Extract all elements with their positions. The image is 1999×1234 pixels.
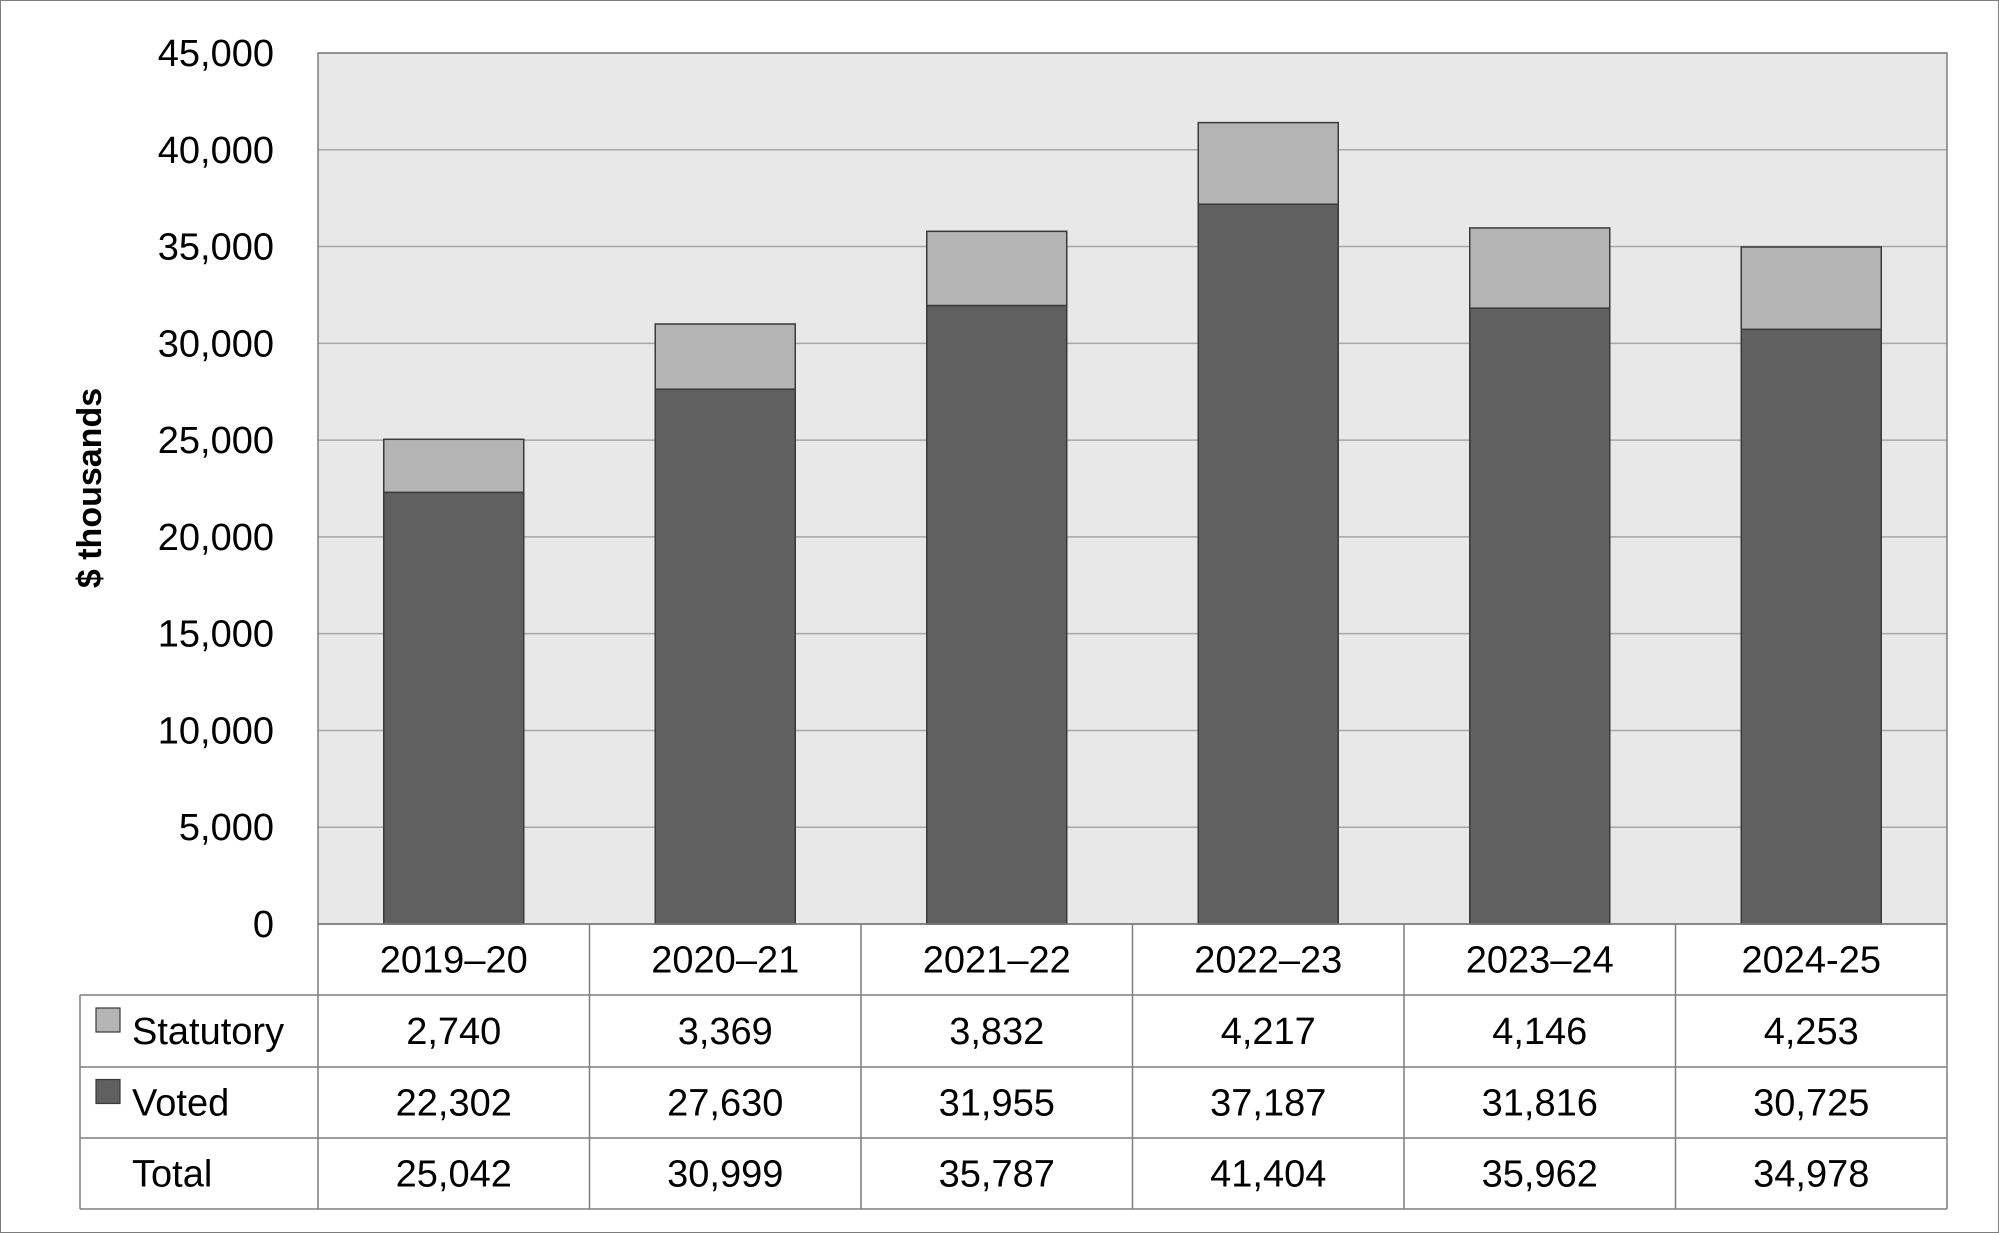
plot-area (318, 53, 1947, 924)
bar-statutory-1 (654, 323, 796, 390)
bar-voted-0 (383, 491, 525, 925)
table-row-label: Total (132, 1154, 212, 1196)
bar-statutory-4 (1469, 227, 1611, 309)
bar-voted-1 (654, 388, 796, 925)
table-cell: 4,217 (1221, 1011, 1316, 1053)
x-category-label: 2024-25 (1742, 940, 1881, 982)
y-tick-label: 0 (253, 904, 274, 946)
table-cell: 31,955 (939, 1083, 1055, 1125)
bar-voted-5 (1740, 328, 1882, 925)
y-tick-label: 20,000 (158, 517, 274, 559)
table-cell: 35,962 (1482, 1154, 1598, 1196)
y-tick-label: 35,000 (158, 227, 274, 269)
table-cell: 37,187 (1210, 1083, 1326, 1125)
bar-statutory-3 (1197, 121, 1339, 205)
table-cell: 35,787 (939, 1154, 1055, 1196)
y-axis-label: $ thousands (71, 388, 109, 588)
table-cell: 30,725 (1753, 1083, 1869, 1125)
y-tick-label: 15,000 (158, 614, 274, 656)
y-tick-label: 10,000 (158, 710, 274, 752)
table-cell: 3,832 (949, 1011, 1044, 1053)
x-category-label: 2020–21 (651, 940, 799, 982)
y-axis-ticks: 0 5,000 10,000 15,000 20,000 25,000 30,000 35,0… (158, 33, 274, 946)
y-tick-label: 40,000 (158, 130, 274, 172)
table-cell: 22,302 (396, 1083, 512, 1125)
y-tick-label: 45,000 (158, 33, 274, 75)
bar-statutory-5 (1740, 246, 1882, 331)
table-cell: 2,740 (406, 1011, 501, 1053)
bar-voted-3 (1197, 203, 1339, 925)
bar-voted-4 (1469, 307, 1611, 925)
x-category-label: 2021–22 (923, 940, 1071, 982)
bars (383, 121, 1882, 925)
table-cell: 31,816 (1482, 1083, 1598, 1125)
x-category-label: 2023–24 (1466, 940, 1614, 982)
table-cell: 4,146 (1492, 1011, 1587, 1053)
table-cell: 30,999 (667, 1154, 783, 1196)
legend-swatch-voted (95, 1078, 121, 1105)
table-row-label: Voted (132, 1083, 229, 1125)
table-cell: 4,253 (1764, 1011, 1859, 1053)
data-table: 2019–20 2020–21 2021–22 2022–23 2023–24 2024-… (79, 923, 1948, 1210)
x-category-label: 2022–23 (1194, 940, 1342, 982)
table-cell: 34,978 (1753, 1154, 1869, 1196)
table-cell: 25,042 (396, 1154, 512, 1196)
y-tick-label: 5,000 (179, 807, 274, 849)
table-cell: 3,369 (678, 1011, 773, 1053)
bar-statutory-0 (383, 438, 525, 494)
table-row-label: Statutory (132, 1011, 284, 1053)
table-cell: 41,404 (1210, 1154, 1326, 1196)
bar-voted-2 (926, 304, 1068, 925)
x-category-label: 2019–20 (380, 940, 528, 982)
table-cell: 27,630 (667, 1083, 783, 1125)
bar-statutory-2 (926, 230, 1068, 307)
y-tick-label: 30,000 (158, 323, 274, 365)
legend-swatch-statutory (95, 1007, 121, 1033)
y-tick-label: 25,000 (158, 420, 274, 462)
